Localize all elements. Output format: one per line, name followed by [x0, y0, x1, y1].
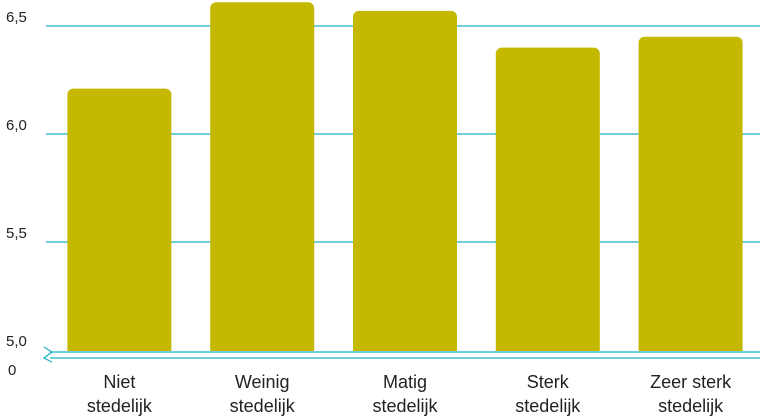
y-axis-ticks: 5,0 5,5 6,0 6,5 0 [6, 9, 27, 379]
x-tick-label: Zeer sterk stedelijk [650, 372, 732, 416]
x-tick-label-line: stedelijk [230, 396, 296, 416]
bar-0 [67, 88, 172, 356]
bar-1 [210, 2, 315, 357]
x-tick-label-line: stedelijk [515, 396, 581, 416]
bars [67, 2, 743, 357]
x-tick-label: Weinig stedelijk [230, 372, 296, 416]
x-tick-label: Sterk stedelijk [515, 372, 581, 416]
x-tick-label-line: stedelijk [372, 396, 438, 416]
bar-3 [495, 47, 600, 356]
x-axis-ticks: Niet stedelijk Weinig stedelijk Matig stedeli… [87, 372, 732, 416]
x-tick-label-line: stedelijk [658, 396, 724, 416]
bar-2 [353, 10, 457, 356]
bar-4 [638, 36, 743, 357]
y-tick-label: 5,0 [6, 333, 27, 350]
axis-break-marker [42, 346, 54, 363]
x-tick-label: Niet stedelijk [87, 372, 153, 416]
y-tick-label-zero: 0 [8, 362, 16, 379]
x-tick-label: Matig stedelijk [372, 372, 438, 416]
x-tick-label-line: Niet [103, 372, 135, 392]
axis-break [0, 346, 760, 363]
y-tick-label: 5,5 [6, 225, 27, 242]
x-tick-label-line: Matig [383, 372, 427, 392]
x-tick-label-line: stedelijk [87, 396, 153, 416]
x-tick-label-line: Weinig [235, 372, 290, 392]
y-tick-label: 6,5 [6, 9, 27, 26]
x-tick-label-line: Sterk [527, 372, 570, 392]
x-tick-label-line: Zeer sterk [650, 372, 732, 392]
y-tick-label: 6,0 [6, 117, 27, 134]
axis-break-gap [0, 351, 760, 359]
